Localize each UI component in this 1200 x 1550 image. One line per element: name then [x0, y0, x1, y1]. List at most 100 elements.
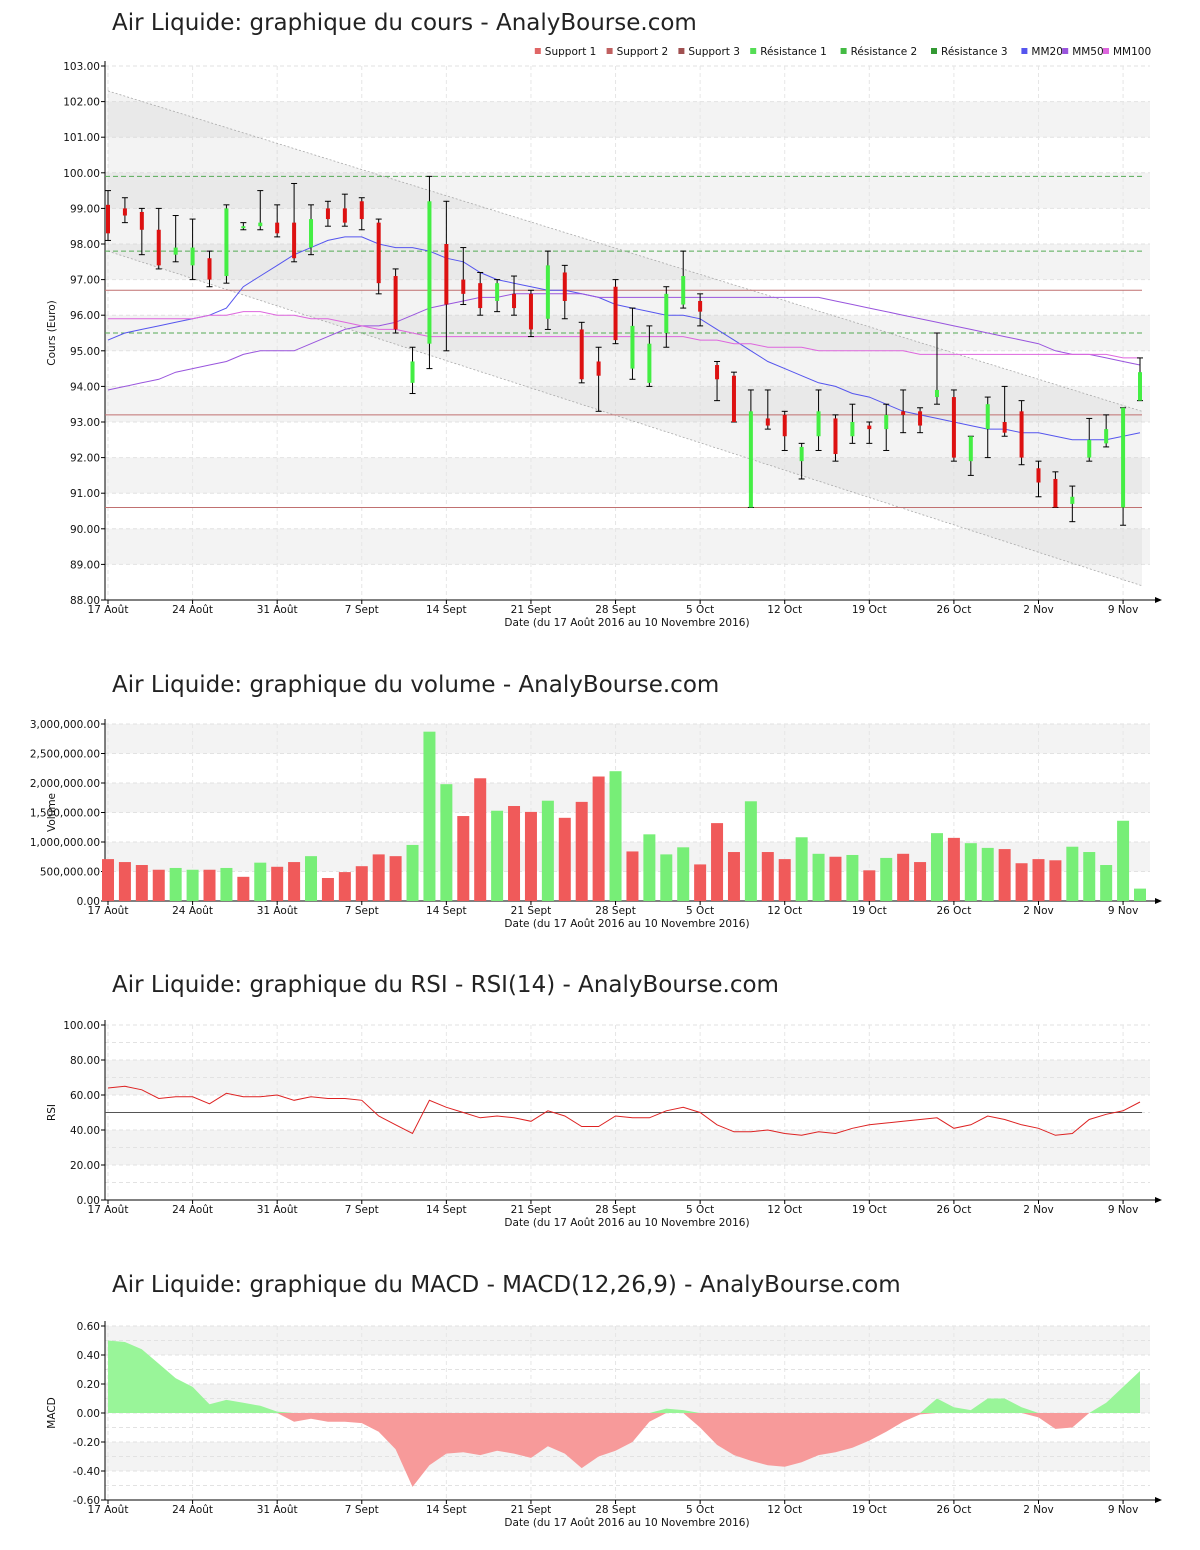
grid-band — [105, 783, 1150, 813]
candle-body — [1036, 468, 1041, 483]
y-tick-label: 95.00 — [70, 346, 100, 358]
legend-swatch — [1103, 48, 1109, 54]
volume-bar — [863, 870, 876, 901]
x-tick-label: 24 Août — [172, 1504, 213, 1516]
legend: Support 1 Support 2 Support 3 Résistance 1 R… — [534, 46, 1151, 58]
candle-body — [562, 272, 567, 301]
x-tick-label: 19 Oct — [852, 905, 887, 917]
y-tick-label: 2,000,000.00 — [30, 778, 100, 790]
y-tick-label: 0.00 — [77, 896, 100, 908]
y-tick-label: 40.00 — [70, 1125, 100, 1137]
y-tick-label: 0.00 — [77, 1195, 100, 1207]
candle-body — [647, 343, 652, 383]
price-chart: 88.00 89.00 90.00 91.00 92.00 93.00 94.00 95.00… — [46, 46, 1162, 629]
grid-band — [105, 244, 1150, 280]
x-tick-label: 21 Sept — [511, 1204, 552, 1216]
volume-bar — [254, 862, 267, 901]
y-tick-label: 80.00 — [70, 1055, 100, 1067]
x-tick-label: 31 Août — [257, 604, 298, 616]
y-tick-label: 100.00 — [63, 1020, 100, 1032]
x-tick-label: 19 Oct — [852, 1204, 887, 1216]
volume-bar — [118, 862, 131, 901]
rsi-chart-title: Air Liquide: graphique du RSI - RSI(14) … — [112, 972, 779, 998]
volume-bar — [795, 837, 808, 901]
y-tick-label: 500,000.00 — [40, 867, 100, 879]
candle-body — [258, 222, 263, 227]
candle-body — [765, 418, 770, 426]
volume-bar — [643, 834, 656, 901]
x-tick-label: 9 Nov — [1108, 604, 1139, 616]
x-axis-label: Date (du 17 Août 2016 au 10 Novembre 201… — [504, 1217, 749, 1229]
candle-body — [850, 422, 855, 437]
candle-body — [224, 208, 229, 277]
volume-bar — [372, 854, 385, 901]
candle-body — [173, 247, 178, 255]
candle-body — [613, 286, 618, 341]
candle-body — [664, 293, 669, 333]
candle-body — [833, 418, 838, 455]
x-tick-label: 31 Août — [257, 905, 298, 917]
volume-bar — [474, 778, 487, 901]
x-axis-arrow — [1155, 898, 1162, 904]
macd-panel: Air Liquide: graphique du MACD - MACD(12… — [0, 1260, 1200, 1550]
volume-panel: Air Liquide: graphique du volume - Analy… — [0, 660, 1200, 940]
candle-body — [139, 211, 144, 230]
volume-bar — [1100, 865, 1113, 901]
volume-bar — [406, 844, 419, 901]
volume-bar — [930, 833, 943, 901]
legend-label: Résistance 3 — [941, 46, 1008, 58]
x-tick-label: 7 Sept — [345, 1204, 379, 1216]
y-tick-label: 96.00 — [70, 310, 100, 322]
volume-bar — [812, 853, 825, 901]
x-tick-label: 26 Oct — [936, 905, 971, 917]
x-tick-label: 5 Oct — [686, 1204, 714, 1216]
x-tick-label: 2 Nov — [1023, 1504, 1054, 1516]
legend-swatch — [1062, 48, 1069, 54]
x-tick-label: 5 Oct — [686, 1504, 714, 1516]
candle-body — [512, 293, 517, 309]
y-tick-label: 100.00 — [63, 168, 100, 180]
volume-bar — [761, 852, 774, 901]
y-tick-label: 97.00 — [70, 275, 100, 287]
x-tick-label: 19 Oct — [852, 604, 887, 616]
volume-bar — [1083, 852, 1096, 901]
candle-body — [951, 397, 956, 458]
candle-body — [799, 446, 804, 462]
candle-body — [1104, 429, 1109, 444]
volume-bar — [694, 864, 707, 901]
y-tick-label: -0.20 — [73, 1437, 100, 1449]
x-tick-label: 12 Oct — [767, 905, 802, 917]
x-tick-label: 7 Sept — [345, 1504, 379, 1516]
x-tick-label: 2 Nov — [1023, 1204, 1054, 1216]
x-tick-label: 26 Oct — [936, 1504, 971, 1516]
candle-body — [444, 244, 449, 305]
volume-bar — [592, 776, 605, 901]
volume-bar — [541, 800, 554, 901]
volume-bar — [1015, 863, 1028, 901]
x-tick-label: 19 Oct — [852, 1504, 887, 1516]
volume-bar — [609, 771, 622, 901]
volume-bar — [288, 862, 301, 901]
y-tick-label: 0.20 — [77, 1379, 100, 1391]
candle-body — [681, 276, 686, 305]
grid-band — [105, 101, 1150, 138]
volume-bar — [389, 856, 402, 901]
x-tick-label: 5 Oct — [686, 604, 714, 616]
legend-swatch — [534, 48, 541, 54]
series-mm20-line — [107, 236, 1141, 441]
volume-bar — [964, 843, 977, 901]
y-tick-label: 102.00 — [63, 97, 100, 109]
x-tick-label: 2 Nov — [1023, 905, 1054, 917]
volume-bar — [660, 854, 673, 901]
volume-bar — [135, 865, 148, 901]
candle-body — [884, 414, 889, 430]
trend-channel-fill — [108, 90, 1142, 586]
volume-bar — [203, 869, 216, 901]
y-axis-label: Volume — [46, 793, 58, 832]
volume-bar — [338, 872, 351, 901]
candle-body — [918, 411, 923, 426]
legend-swatch — [1021, 48, 1028, 54]
y-tick-label: 1,000,000.00 — [30, 837, 100, 849]
candle-body — [427, 201, 432, 344]
volume-bar — [440, 784, 453, 901]
